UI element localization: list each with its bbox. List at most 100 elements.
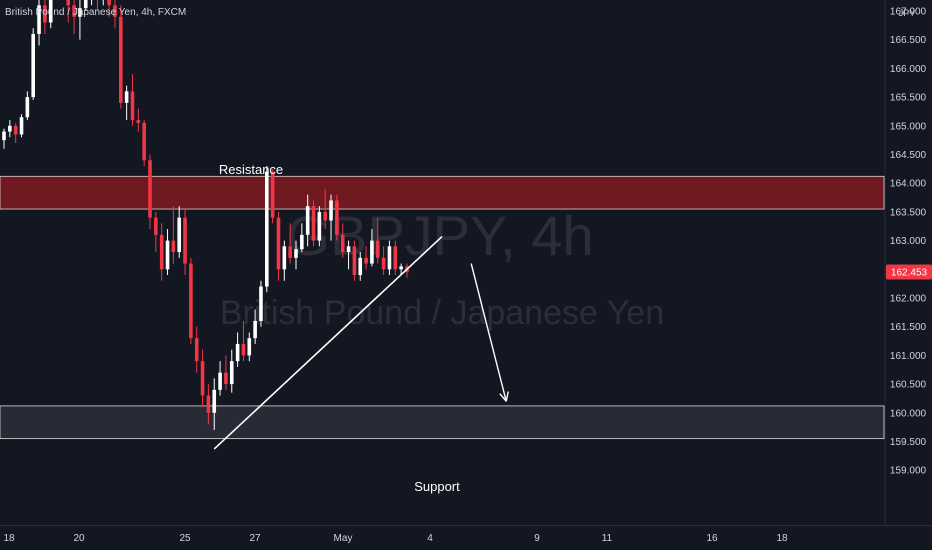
candle[interactable]	[288, 223, 292, 264]
candle[interactable]	[393, 240, 398, 276]
candle[interactable]	[224, 355, 228, 390]
candle[interactable]	[165, 229, 170, 276]
time-tick-label: 9	[534, 533, 540, 544]
candle[interactable]	[13, 122, 18, 144]
candle[interactable]	[370, 229, 374, 267]
candle[interactable]	[119, 5, 123, 109]
candle[interactable]	[229, 349, 234, 393]
candle[interactable]	[31, 28, 35, 100]
candle[interactable]	[270, 168, 275, 224]
candle[interactable]	[124, 85, 129, 121]
price-axis[interactable]	[885, 0, 932, 525]
candle[interactable]	[253, 309, 257, 344]
candle[interactable]	[358, 252, 363, 281]
trendline[interactable]	[213, 235, 443, 450]
candle[interactable]	[294, 240, 298, 270]
candle-body	[364, 257, 368, 264]
candle-body	[346, 246, 351, 253]
candle[interactable]	[235, 332, 240, 367]
time-tick-label: 18	[776, 533, 788, 544]
candle-body	[282, 246, 287, 270]
candle-body	[48, 0, 53, 23]
projection-arrow-shaft	[470, 263, 507, 402]
candle[interactable]	[247, 332, 252, 362]
price-tick-label: 164.000	[890, 179, 927, 190]
candle[interactable]	[2, 128, 6, 149]
candle[interactable]	[259, 280, 263, 327]
candle[interactable]	[399, 263, 403, 276]
candle[interactable]	[78, 0, 82, 40]
candle[interactable]	[346, 240, 351, 270]
candle-body	[19, 117, 24, 135]
time-tick-label: 18	[3, 533, 15, 544]
price-tick-label: 161.500	[890, 322, 927, 333]
candle[interactable]	[72, 0, 76, 34]
price-axis-ticks: 159.000 159.500 160.000 160.500 161.000 161.5…	[890, 7, 927, 477]
candle[interactable]	[148, 154, 152, 230]
candle[interactable]	[183, 209, 187, 276]
candle[interactable]	[96, 0, 100, 11]
candle[interactable]	[154, 211, 158, 253]
candle[interactable]	[212, 378, 217, 431]
time-axis[interactable]	[0, 526, 932, 550]
candle-body	[212, 389, 217, 413]
candle[interactable]	[8, 120, 12, 138]
candle[interactable]	[305, 194, 310, 247]
support-zone[interactable]	[0, 405, 885, 440]
candle[interactable]	[142, 120, 146, 166]
resistance-zone[interactable]	[0, 175, 885, 210]
candle-body	[165, 240, 170, 270]
currency-label[interactable]: JPY	[899, 8, 916, 18]
candle[interactable]	[282, 240, 287, 281]
candle[interactable]	[300, 223, 304, 253]
candle[interactable]	[317, 206, 322, 247]
candle[interactable]	[171, 206, 176, 264]
candle[interactable]	[107, 0, 111, 17]
candle[interactable]	[329, 194, 333, 241]
candle-body	[154, 217, 158, 235]
candle[interactable]	[19, 114, 24, 138]
candle[interactable]	[159, 223, 164, 281]
candle[interactable]	[375, 217, 380, 264]
candle[interactable]	[381, 246, 386, 276]
candle[interactable]	[136, 108, 141, 132]
candle[interactable]	[194, 326, 199, 373]
candle[interactable]	[352, 240, 357, 281]
support-label: Support	[414, 479, 460, 494]
candle-body	[83, 0, 88, 9]
candle[interactable]	[83, 0, 88, 11]
candle-body	[253, 320, 257, 339]
candle-body	[37, 5, 41, 34]
candle-body	[381, 257, 386, 270]
candle-body	[294, 249, 298, 258]
candle-body	[305, 206, 310, 235]
candle[interactable]	[241, 320, 246, 362]
candle[interactable]	[311, 200, 316, 247]
price-tick-label: 165.500	[890, 93, 927, 104]
time-axis-ticks: 18 20 25 27 May 4 9 11 16 18	[3, 533, 788, 544]
candle[interactable]	[113, 0, 117, 29]
candle[interactable]	[364, 246, 368, 270]
candle[interactable]	[37, 0, 41, 46]
candle[interactable]	[130, 74, 135, 126]
candle[interactable]	[25, 91, 30, 121]
candle[interactable]	[265, 165, 269, 293]
candle[interactable]	[43, 0, 47, 34]
candle[interactable]	[66, 0, 71, 23]
candle-body	[206, 395, 211, 413]
candle[interactable]	[206, 384, 211, 425]
candle[interactable]	[189, 257, 193, 344]
candle[interactable]	[335, 194, 339, 241]
candle[interactable]	[340, 223, 345, 258]
candle[interactable]	[48, 0, 53, 29]
candle[interactable]	[200, 349, 205, 408]
candle[interactable]	[218, 361, 222, 396]
candle[interactable]	[387, 240, 392, 276]
candle[interactable]	[323, 188, 327, 230]
candle[interactable]	[177, 206, 181, 258]
projection-arrow[interactable]	[470, 263, 509, 402]
current-price-value: 162.453	[891, 267, 928, 278]
candle[interactable]	[276, 211, 281, 281]
